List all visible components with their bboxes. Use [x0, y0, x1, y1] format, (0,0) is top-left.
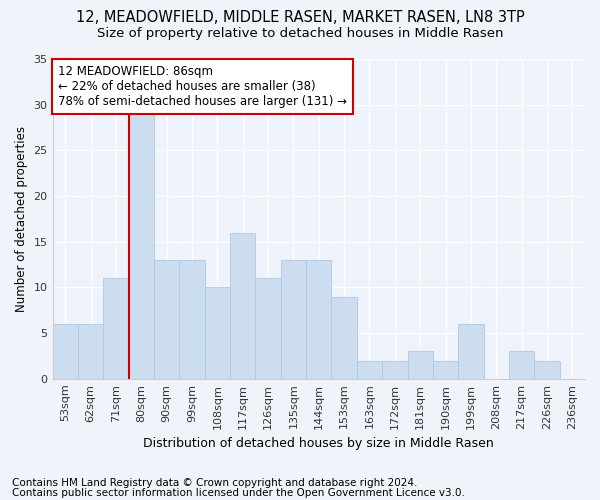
Bar — [53, 324, 78, 379]
Bar — [306, 260, 331, 379]
Bar — [407, 352, 433, 379]
Bar — [509, 352, 534, 379]
Bar — [128, 114, 154, 379]
Bar — [331, 296, 357, 379]
Bar — [256, 278, 281, 379]
Bar — [179, 260, 205, 379]
Bar — [230, 232, 256, 379]
Text: 12, MEADOWFIELD, MIDDLE RASEN, MARKET RASEN, LN8 3TP: 12, MEADOWFIELD, MIDDLE RASEN, MARKET RA… — [76, 10, 524, 25]
Bar — [78, 324, 103, 379]
Bar — [433, 360, 458, 379]
Bar — [357, 360, 382, 379]
Bar — [103, 278, 128, 379]
Bar — [534, 360, 560, 379]
Y-axis label: Number of detached properties: Number of detached properties — [15, 126, 28, 312]
Bar — [154, 260, 179, 379]
Text: 12 MEADOWFIELD: 86sqm
← 22% of detached houses are smaller (38)
78% of semi-deta: 12 MEADOWFIELD: 86sqm ← 22% of detached … — [58, 66, 347, 108]
Text: Size of property relative to detached houses in Middle Rasen: Size of property relative to detached ho… — [97, 28, 503, 40]
Bar — [382, 360, 407, 379]
Bar — [281, 260, 306, 379]
Text: Contains HM Land Registry data © Crown copyright and database right 2024.: Contains HM Land Registry data © Crown c… — [12, 478, 418, 488]
Text: Contains public sector information licensed under the Open Government Licence v3: Contains public sector information licen… — [12, 488, 465, 498]
X-axis label: Distribution of detached houses by size in Middle Rasen: Distribution of detached houses by size … — [143, 437, 494, 450]
Bar — [205, 288, 230, 379]
Bar — [458, 324, 484, 379]
